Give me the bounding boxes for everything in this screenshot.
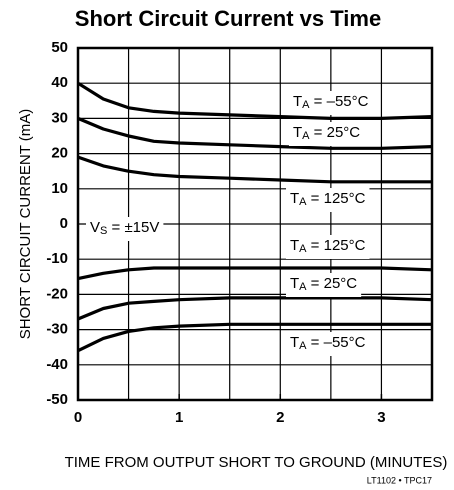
- y-tick-label: -40: [46, 356, 68, 373]
- label-text: = –55°C: [307, 334, 366, 351]
- series-label: TA = –55°C: [293, 93, 369, 111]
- series-line: [77, 155, 432, 184]
- footnote: LT1102 • TPC17: [367, 475, 432, 485]
- label-subscript: A: [299, 196, 307, 208]
- label-subscript: A: [299, 243, 307, 255]
- y-tick-label: 10: [51, 180, 68, 197]
- y-tick-label: 20: [51, 145, 68, 162]
- label-subscript: A: [302, 130, 310, 142]
- label-symbol: T: [290, 275, 299, 292]
- label-symbol: T: [290, 237, 299, 254]
- label-background: [289, 91, 373, 115]
- y-tick-label: 0: [60, 215, 68, 232]
- series-label: TA = –55°C: [290, 334, 366, 352]
- y-tick-label: 30: [51, 109, 68, 126]
- y-tick-label: 50: [51, 39, 68, 56]
- series-line: [77, 81, 433, 121]
- x-tick-label: 0: [74, 409, 82, 426]
- x-tick-label: 2: [276, 409, 284, 426]
- label-text: = 125°C: [307, 190, 366, 207]
- label-symbol: T: [290, 190, 299, 207]
- label-background: [86, 217, 164, 241]
- label-symbol: T: [293, 124, 302, 141]
- chart-title: Short Circuit Current vs Time: [75, 6, 381, 31]
- label-subscript: A: [302, 99, 310, 111]
- y-tick-label: -20: [46, 285, 68, 302]
- label-background: [286, 273, 362, 297]
- series-line: [77, 266, 433, 281]
- label-subscript: A: [299, 281, 307, 293]
- label-text: = ±15V: [107, 219, 159, 236]
- y-tick-label: 40: [51, 74, 68, 91]
- label-text: = 25°C: [307, 275, 358, 292]
- label-text: = 25°C: [310, 124, 361, 141]
- plot-frame: [76, 46, 434, 402]
- label-background: [286, 332, 370, 356]
- label-text: = 125°C: [307, 237, 366, 254]
- label-symbol: T: [293, 93, 302, 110]
- x-tick-label: 3: [377, 409, 385, 426]
- label-symbol: T: [290, 334, 299, 351]
- series-label: TA = 25°C: [293, 124, 360, 142]
- series-line: [77, 322, 432, 353]
- x-tick-label: 1: [175, 409, 183, 426]
- y-tick-label: -10: [46, 250, 68, 267]
- series-label: TA = 125°C: [290, 190, 366, 208]
- label-text: = –55°C: [310, 93, 369, 110]
- y-axis-label: SHORT CIRCUIT CURRENT (mA): [17, 109, 34, 340]
- y-tick-label: -50: [46, 391, 68, 408]
- label-background: [286, 235, 370, 259]
- label-background: [289, 122, 365, 146]
- y-tick-label: -30: [46, 321, 68, 338]
- label-symbol: V: [90, 219, 100, 236]
- label-background: [286, 188, 370, 212]
- x-axis-label: TIME FROM OUTPUT SHORT TO GROUND (MINUTE…: [65, 454, 448, 471]
- label-subscript: S: [100, 225, 107, 237]
- series-line: [77, 296, 433, 321]
- series-label: TA = 25°C: [290, 275, 357, 293]
- label-subscript: A: [299, 340, 307, 352]
- series-line: [77, 116, 433, 150]
- series-label: TA = 125°C: [290, 237, 366, 255]
- supply-label: VS = ±15V: [90, 219, 159, 237]
